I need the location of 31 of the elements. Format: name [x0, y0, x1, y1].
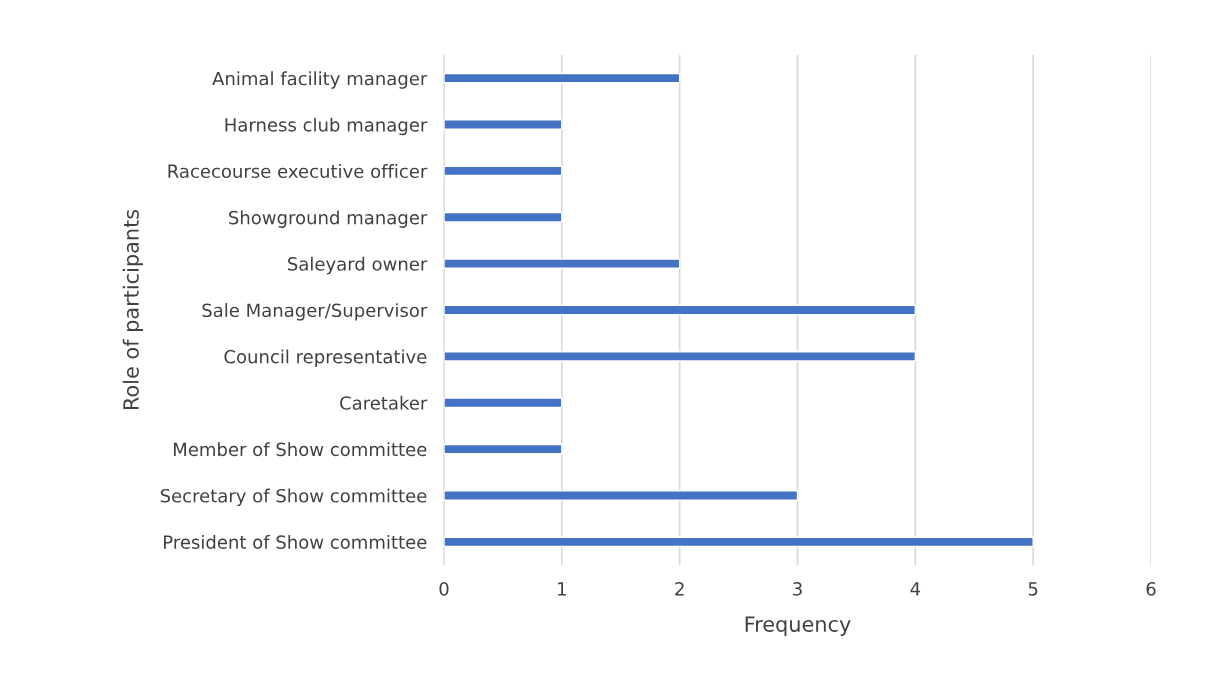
y-tick-label: Racecourse executive officer — [168, 164, 428, 179]
bar — [444, 304, 917, 316]
x-tick-label: 0 — [439, 581, 449, 596]
x-tick-label: 1 — [558, 582, 566, 596]
y-tick-label: President of Show committee — [164, 534, 427, 549]
y-tick-label: Showground manager — [229, 210, 428, 228]
x-tick-label: 4 — [910, 582, 921, 596]
y-tick-label: Secretary of Show committee — [160, 488, 427, 507]
bar — [444, 351, 917, 362]
bar — [444, 397, 563, 409]
y-tick-label: Sale Manager/Supervisor — [202, 303, 428, 321]
x-tick-label: 3 — [793, 581, 802, 596]
x-axis-title: Frequency — [745, 616, 851, 636]
x-tick-label: 6 — [1146, 581, 1156, 596]
x-tick-label: 2 — [675, 581, 684, 596]
bar — [444, 536, 1034, 548]
bar — [444, 258, 681, 269]
y-tick-label: Saleyard owner — [288, 256, 428, 275]
y-tick-label: Caretaker — [340, 395, 428, 410]
y-tick-label: Council representative — [224, 349, 427, 367]
y-tick-label: Animal facility manager — [212, 71, 428, 89]
y-tick-label: Harness club manager — [225, 117, 428, 136]
bar — [444, 72, 681, 84]
bar — [444, 490, 799, 501]
y-tick-label: Member of Show committee — [173, 442, 427, 457]
bar — [444, 443, 563, 455]
y-axis-title: Role of participants — [122, 209, 143, 410]
x-tick-label: 5 — [1028, 582, 1038, 596]
bar — [444, 119, 563, 130]
bar — [444, 165, 563, 177]
bar — [444, 211, 563, 223]
